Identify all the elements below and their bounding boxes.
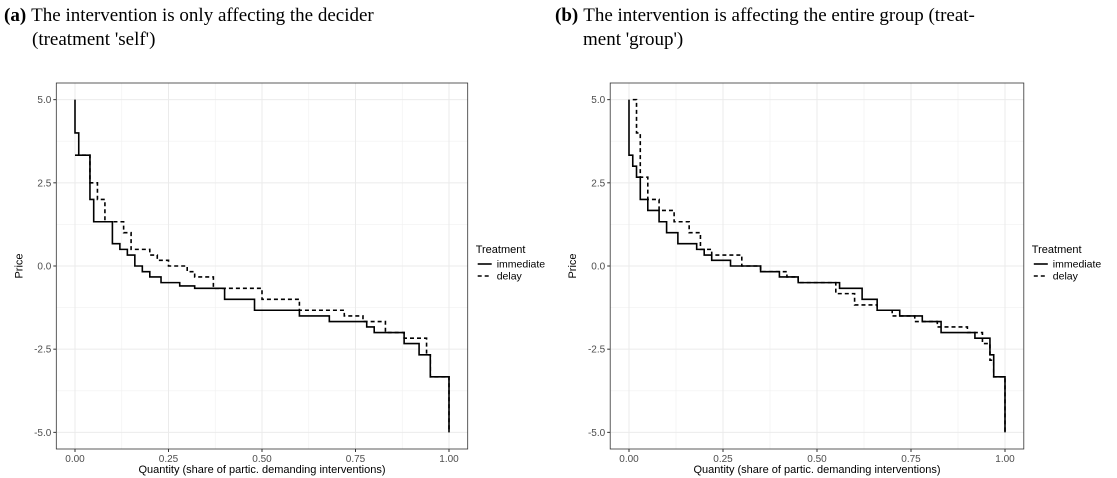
legend-label: delay	[497, 271, 523, 283]
y-tick-label: -5.0	[34, 428, 52, 439]
y-tick-label: 5.0	[591, 95, 605, 106]
y-tick-label: -5.0	[588, 428, 606, 439]
y-tick-label: 5.0	[37, 95, 51, 106]
x-tick-label: 0.00	[65, 454, 85, 465]
legend-label: immediate	[1053, 259, 1102, 271]
x-tick-label: 0.75	[901, 454, 921, 465]
plot-border	[55, 82, 469, 450]
x-tick-label: 0.50	[807, 454, 827, 465]
x-tick-label: 0.25	[159, 454, 179, 465]
y-tick-label: 2.5	[37, 178, 51, 189]
x-tick-label: 1.00	[439, 454, 459, 465]
x-tick-label: 0.00	[619, 454, 639, 465]
y-tick-label: -2.5	[34, 345, 52, 356]
y-tick-label: 2.5	[591, 178, 605, 189]
y-tick-label: 0.0	[37, 262, 51, 273]
x-tick-label: 0.50	[252, 454, 272, 465]
y-tick-label: 0.0	[591, 262, 605, 273]
step-line	[632, 98, 1006, 433]
panel-label: (b)	[555, 5, 579, 26]
legend-title: Treatment	[476, 244, 526, 256]
caption-line: ment 'group')	[583, 29, 684, 50]
caption: (b) The intervention is affecting the ent…	[555, 4, 975, 52]
panel-label: (a)	[4, 5, 27, 26]
y-tick-label: -2.5	[588, 345, 606, 356]
legend-label: immediate	[497, 259, 546, 271]
x-tick-label: 1.00	[995, 454, 1015, 465]
caption-line: (treatment 'self')	[32, 29, 156, 50]
caption-line: The intervention is affecting the entire…	[583, 5, 975, 26]
caption: (a) The intervention is only affecting th…	[4, 4, 374, 52]
legend-title: Treatment	[1032, 244, 1082, 256]
step-line	[75, 154, 450, 433]
x-axis-label: Quantity (share of partic. demanding int…	[693, 464, 940, 476]
x-tick-label: 0.25	[713, 454, 733, 465]
plot-border	[609, 82, 1025, 450]
caption-line: The intervention is only affecting the d…	[31, 5, 374, 26]
x-axis-label: Quantity (share of partic. demanding int…	[138, 464, 385, 476]
legend-label: delay	[1053, 271, 1079, 283]
x-tick-label: 0.75	[346, 454, 366, 465]
y-axis-label: Price	[567, 253, 579, 278]
y-axis-label: Price	[13, 253, 25, 278]
